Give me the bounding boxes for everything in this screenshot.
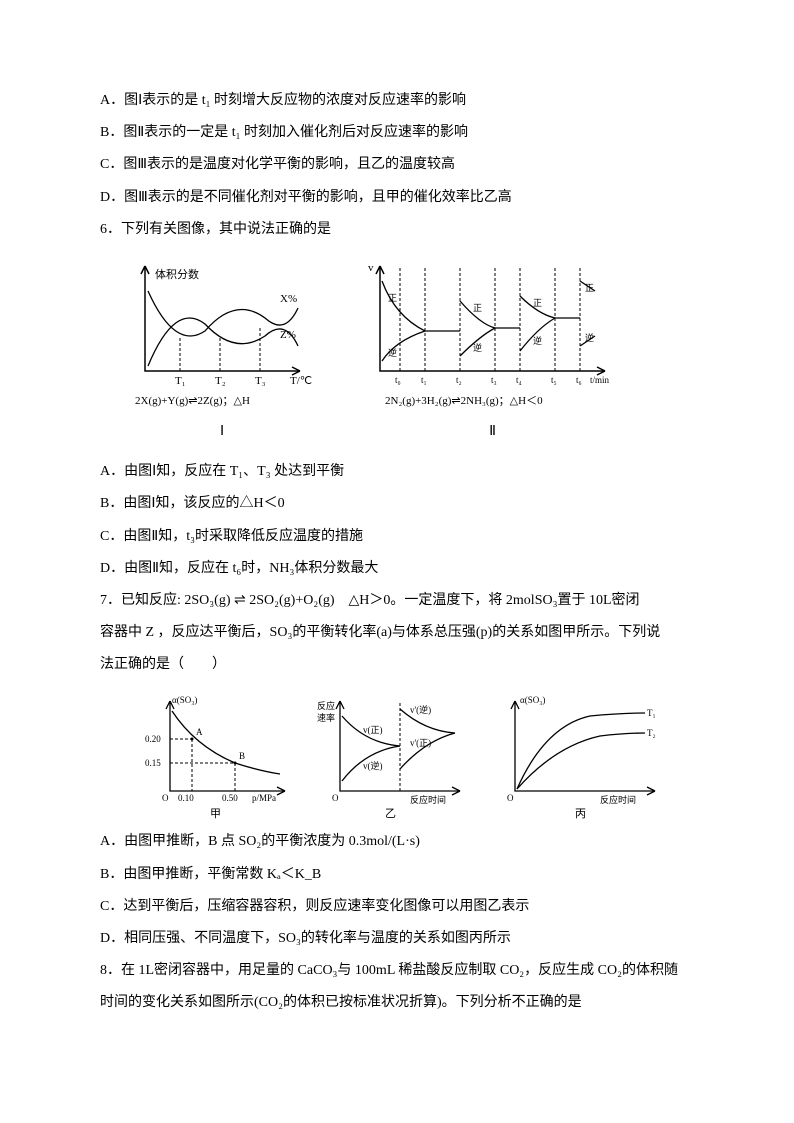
q6-opt-d: D．由图Ⅱ知，反应在 t₆时，NH₃体积分数最大 bbox=[100, 553, 694, 585]
q7-fig3: α(SO₃) T₁ T₂ O 反应时间 丙 bbox=[490, 691, 665, 821]
zh: 正 bbox=[388, 293, 397, 303]
t2: T₂ bbox=[647, 728, 656, 738]
q5-opt-a: A．图Ⅰ表示的是 t₁ 时刻增大反应物的浓度对反应速率的影响 bbox=[100, 85, 694, 117]
q7-fig2: 反应 速率 v'(逆) v(正) v'(正) v(逆) O 反应时间 乙 bbox=[315, 691, 470, 821]
q7-opt-c: C．达到平衡后，压缩容器容积，则反应速率变化图像可以用图乙表示 bbox=[100, 891, 694, 923]
x1: 0.10 bbox=[178, 793, 194, 803]
yl: α(SO₃) bbox=[520, 695, 545, 705]
q7-figures: α(SO₃) A B 0.20 0.15 O 0.10 0.50 p/MPa 甲… bbox=[140, 691, 694, 821]
yl: 反应 bbox=[317, 700, 335, 711]
yl: α(SO₃) bbox=[172, 695, 197, 705]
xl: 反应时间 bbox=[410, 794, 446, 805]
t2: t₂ bbox=[456, 375, 462, 385]
a: A bbox=[196, 727, 203, 737]
zh2: 正 bbox=[473, 303, 482, 313]
t5: t₅ bbox=[551, 375, 557, 385]
q7-stem2: 容器中 Z ，反应达平衡后，SO₃的平衡转化率(a)与体系总压强(p)的关系如图… bbox=[100, 617, 694, 649]
t6: t₆ bbox=[576, 375, 582, 385]
ylabel: v bbox=[368, 262, 374, 274]
zh4: 正 bbox=[585, 283, 594, 293]
q6-opt-c: C．由图Ⅱ知，t₃时采取降低反应温度的措施 bbox=[100, 521, 694, 553]
q7-stem1: 7．已知反应: 2SO₃(g) ⇌ 2SO₂(g)+O₂(g) △H＞0。一定温… bbox=[100, 585, 694, 617]
q8-stem1: 8．在 1L密闭容器中，用足量的 CaCO₃与 100mL 稀盐酸反应制取 CO… bbox=[100, 955, 694, 987]
xlabel: t/min bbox=[590, 375, 610, 385]
zh3: 正 bbox=[533, 298, 542, 308]
q6-figures: 体积分数 X% Z% T₁ T₂ T₃ T/℃ 2X(g)+Y(g)⇌2Z(g)… bbox=[120, 256, 694, 411]
eq: 2X(g)+Y(g)⇌2Z(g)；△H bbox=[135, 395, 250, 407]
q6-opt-b: B．由图Ⅰ知，该反应的△H＜0 bbox=[100, 488, 694, 520]
q6-opt-a: A．由图Ⅰ知，反应在 T₁、T₃ 处达到平衡 bbox=[100, 456, 694, 488]
q5-opt-d: D．图Ⅲ表示的是不同催化剂对平衡的影响，且甲的催化效率比乙高 bbox=[100, 182, 694, 214]
x2: 0.50 bbox=[222, 793, 238, 803]
fig1-label: Ⅰ bbox=[220, 416, 224, 448]
q8-stem2: 时间的变化关系如图所示(CO₂的体积已按标准状况折算)。下列分析不正确的是 bbox=[100, 987, 694, 1019]
cap: 丙 bbox=[575, 808, 586, 820]
q5-opt-c: C．图Ⅲ表示的是温度对化学平衡的影响，且乙的温度较高 bbox=[100, 149, 694, 181]
ni4: 逆 bbox=[585, 332, 594, 343]
cap: 甲 bbox=[210, 808, 221, 820]
q7-stem3: 法正确的是（ ） bbox=[100, 649, 694, 681]
q6-fig2: v 正 逆 正 逆 正 逆 正 逆 t₀ t₁ t₂ t₃ t₄ t₅ t₆ t… bbox=[360, 256, 620, 411]
o: O bbox=[332, 793, 339, 803]
t1: T₁ bbox=[175, 375, 186, 387]
q5-opt-b: B．图Ⅱ表示的一定是 t₁ 时刻加入催化剂后对反应速率的影响 bbox=[100, 117, 694, 149]
q6-stem: 6．下列有关图像，其中说法正确的是 bbox=[100, 214, 694, 246]
t1: T₁ bbox=[647, 708, 656, 718]
o: O bbox=[507, 793, 514, 803]
eq: 2N₂(g)+3H₂(g)⇌2NH₃(g)；△H＜0 bbox=[385, 395, 543, 407]
cap: 乙 bbox=[385, 807, 396, 820]
xl: p/MPa bbox=[252, 793, 276, 803]
q7-opt-d: D．相同压强、不同温度下，SO₃的转化率与温度的关系如图丙所示 bbox=[100, 923, 694, 955]
q7-opt-a: A．由图甲推断，B 点 SO₂的平衡浓度为 0.3mol/(L·s) bbox=[100, 826, 694, 858]
ni2: 逆 bbox=[473, 342, 482, 353]
fig2-label: Ⅱ bbox=[489, 416, 496, 448]
ni: 逆 bbox=[388, 347, 397, 358]
b: B bbox=[239, 751, 245, 761]
o: O bbox=[162, 793, 169, 803]
q7-fig1: α(SO₃) A B 0.20 0.15 O 0.10 0.50 p/MPa 甲 bbox=[140, 691, 295, 821]
t0: t₀ bbox=[395, 375, 401, 385]
t2: T₂ bbox=[215, 375, 226, 387]
l1: v(正) bbox=[363, 725, 383, 735]
x-ann: X% bbox=[280, 293, 297, 305]
t3: t₃ bbox=[491, 375, 497, 385]
y1: 0.20 bbox=[145, 734, 161, 744]
t3: T₃ bbox=[255, 375, 266, 387]
t4: t₄ bbox=[516, 375, 522, 385]
t1: t₁ bbox=[421, 375, 427, 385]
l2: v'(正) bbox=[410, 738, 431, 748]
q7-opt-b: B．由图甲推断，平衡常数 Kₐ＜K_B bbox=[100, 859, 694, 891]
q6-fig-labels: Ⅰ Ⅱ bbox=[220, 416, 694, 448]
l3: v(逆) bbox=[363, 760, 383, 771]
xl: 反应时间 bbox=[600, 794, 636, 805]
y2: 0.15 bbox=[145, 758, 161, 768]
ylabel: 体积分数 bbox=[155, 267, 199, 281]
ni3: 逆 bbox=[533, 335, 542, 346]
q6-fig1: 体积分数 X% Z% T₁ T₂ T₃ T/℃ 2X(g)+Y(g)⇌2Z(g)… bbox=[120, 256, 320, 411]
l0: v'(逆) bbox=[410, 704, 431, 715]
xlabel: T/℃ bbox=[290, 375, 312, 387]
yl2: 速率 bbox=[317, 712, 335, 723]
z-ann: Z% bbox=[280, 329, 296, 341]
